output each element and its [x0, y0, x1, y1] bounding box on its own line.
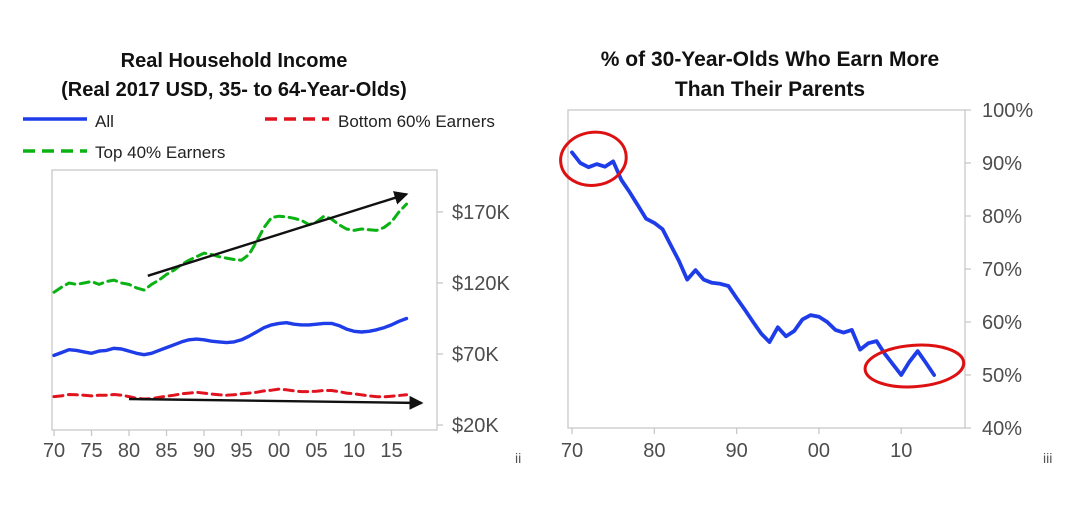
mobility-chart-title: % of 30-Year-Olds Who Earn More Than The… — [553, 45, 987, 105]
income-chart-y-tick-label: $20K — [452, 415, 499, 437]
income-chart-y-tick-label: $120K — [452, 273, 510, 295]
income-chart-y-tick-label: $70K — [452, 344, 499, 366]
mobility-chart-y-tick-label: 60% — [982, 312, 1022, 334]
mobility-chart-y-tick-label: 70% — [982, 259, 1022, 281]
mobility-chart-y-tick-label: 100% — [982, 100, 1033, 122]
series-of-30-year-olds-who-earn-more-than-their-parents — [570, 150, 936, 377]
legend-all-label: All — [95, 112, 114, 131]
mobility-chart-title-line1: % of 30-Year-Olds Who Earn More — [600, 48, 940, 71]
income-chart-title-line2: (Real 2017 USD, 35- to 64-Year-Olds) — [61, 79, 407, 101]
mobility-chart-x-tick-label: 00 — [808, 440, 830, 462]
income-chart-plot-border — [51, 169, 438, 431]
income-chart-trend-arrow-1 — [147, 191, 409, 277]
income-chart-plot: $20K $70K $120K $170K 70 75 80 85 90 95 00 05 10 15 — [43, 169, 510, 462]
income-chart-x-tick-label: 95 — [230, 440, 252, 462]
mobility-chart-y-tick-label: 80% — [982, 206, 1022, 228]
income-chart-x-tick-label: 15 — [380, 440, 402, 462]
legend-all-swatch — [23, 117, 87, 121]
legend-bottom60-swatch — [265, 117, 329, 121]
mobility-chart-y-tick-label: 40% — [982, 418, 1022, 440]
mobility-chart-plot: 100% 90% 80% 70% 60% 50% 40% 70 80 90 00 10 — [559, 100, 1033, 462]
income-chart-x-tick-label: 05 — [305, 440, 327, 462]
income-chart-trend-arrow-2 — [128, 395, 424, 410]
mobility-chart-x-tick-label: 10 — [890, 440, 912, 462]
footnote-iii: iii — [1043, 450, 1053, 466]
income-chart-title: Real Household Income (Real 2017 USD, 35… — [12, 47, 456, 105]
legend-top40-label: Top 40% Earners — [95, 143, 226, 162]
income-chart-x-tick-label: 85 — [155, 440, 177, 462]
mobility-chart-y-tick-label: 90% — [982, 153, 1022, 175]
income-chart-x-tick-label: 80 — [118, 440, 140, 462]
mobility-chart-y-tick-label: 50% — [982, 365, 1022, 387]
mobility-chart-highlight-ellipse-2 — [863, 343, 966, 389]
income-chart-title-line1: Real Household Income — [120, 50, 348, 72]
series-all — [52, 316, 409, 358]
income-chart-x-tick-label: 90 — [193, 440, 215, 462]
income-chart-x-tick-label: 10 — [343, 440, 365, 462]
series-bottom-60-earners — [52, 387, 408, 401]
income-chart-x-tick-label: 70 — [43, 440, 65, 462]
mobility-chart-x-tick-label: 70 — [561, 440, 583, 462]
mobility-chart-highlight-ellipse-1 — [559, 130, 628, 187]
income-chart-x-tick-label: 75 — [80, 440, 102, 462]
income-chart-x-tick-label: 00 — [268, 440, 290, 462]
footnote-ii: ii — [515, 450, 522, 466]
income-chart-y-tick-label: $170K — [452, 202, 510, 224]
legend-bottom60-label: Bottom 60% Earners — [338, 112, 495, 131]
mobility-chart-x-tick-label: 90 — [726, 440, 748, 462]
mobility-chart-x-tick-label: 80 — [643, 440, 665, 462]
legend-top40-swatch — [23, 149, 87, 153]
series-top-40-earners — [52, 202, 408, 294]
mobility-chart-title-line2: Than Their Parents — [674, 78, 866, 101]
